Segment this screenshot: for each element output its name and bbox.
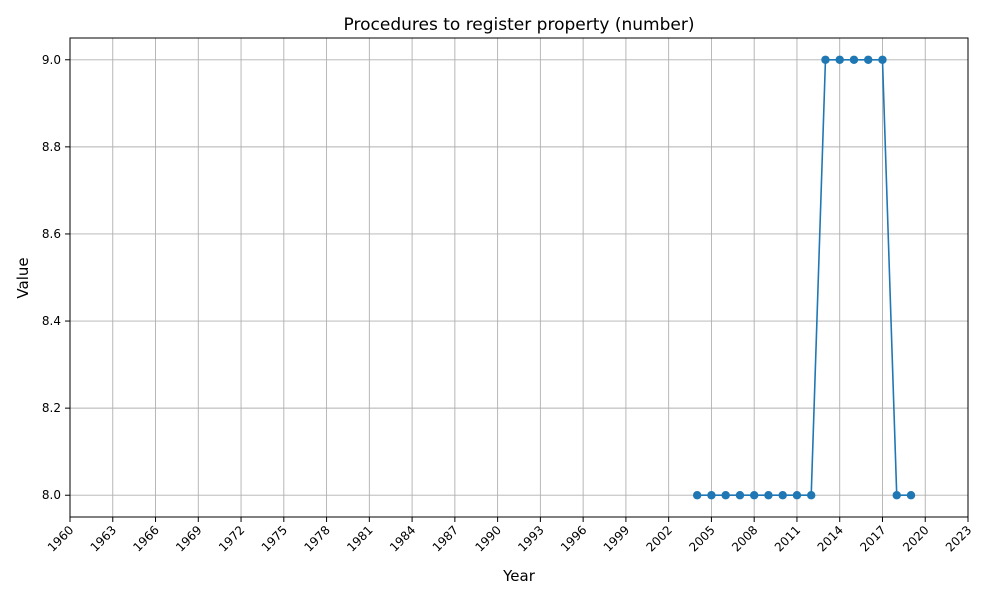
series-line [697, 58, 911, 497]
x-tick-label: 1984 [387, 523, 418, 554]
x-tick-label: 1990 [472, 523, 503, 554]
x-tick-label: 1972 [216, 523, 247, 554]
data-point [778, 491, 787, 500]
x-tick-label: 2002 [644, 523, 675, 554]
y-tick-label: 8.6 [42, 227, 61, 241]
x-tick-label: 2023 [943, 523, 974, 554]
x-tick-label: 2011 [772, 523, 803, 554]
data-point [864, 55, 873, 64]
y-tick-label: 8.2 [42, 401, 61, 415]
x-tick-label: 1969 [173, 523, 204, 554]
data-point [792, 491, 802, 500]
x-tick-label: 1999 [601, 523, 632, 554]
data-point [764, 491, 773, 500]
data-point [721, 491, 730, 500]
x-axis-label: Year [502, 567, 536, 585]
y-tick-label: 9.0 [42, 53, 61, 67]
data-point [878, 55, 887, 64]
y-tick-label: 8.4 [42, 314, 61, 328]
y-axis-ticks: 8.0 8.2 8.4 8.6 8.8 9.0 [42, 53, 70, 502]
x-tick-label: 1963 [88, 523, 119, 554]
x-tick-label: 2005 [686, 523, 717, 554]
x-tick-label: 2017 [857, 523, 888, 554]
x-axis-ticks: 1960 1963 1966 1969 1972 1975 1978 1981 1984 1987… [45, 517, 974, 554]
chart-title: Procedures to register property (number) [344, 15, 695, 35]
x-tick-label: 1981 [344, 523, 375, 554]
series-line-group [692, 55, 916, 500]
x-tick-label: 1975 [259, 523, 290, 554]
data-point [835, 55, 844, 64]
x-tick-label: 1960 [45, 523, 76, 554]
data-point [692, 491, 702, 500]
y-axis-label: Value [14, 257, 32, 298]
data-point [707, 491, 716, 500]
data-point [906, 491, 916, 500]
y-tick-label: 8.8 [42, 140, 61, 154]
data-point [849, 55, 859, 64]
data-point [892, 491, 901, 500]
x-tick-label: 2020 [900, 523, 931, 554]
x-tick-label: 2014 [815, 523, 846, 554]
plot-frame [69, 37, 969, 518]
x-tick-label: 1987 [430, 523, 461, 554]
x-tick-label: 1966 [130, 523, 161, 554]
x-tick-label: 2008 [729, 523, 760, 554]
data-point [749, 491, 759, 500]
x-tick-label: 1978 [301, 523, 332, 554]
data-point [735, 491, 745, 500]
y-tick-label: 8.0 [42, 488, 61, 502]
x-tick-label: 1996 [558, 523, 589, 554]
x-tick-label: 1993 [515, 523, 546, 554]
data-point [821, 55, 830, 64]
gridlines [69, 38, 969, 517]
data-point [807, 491, 816, 500]
